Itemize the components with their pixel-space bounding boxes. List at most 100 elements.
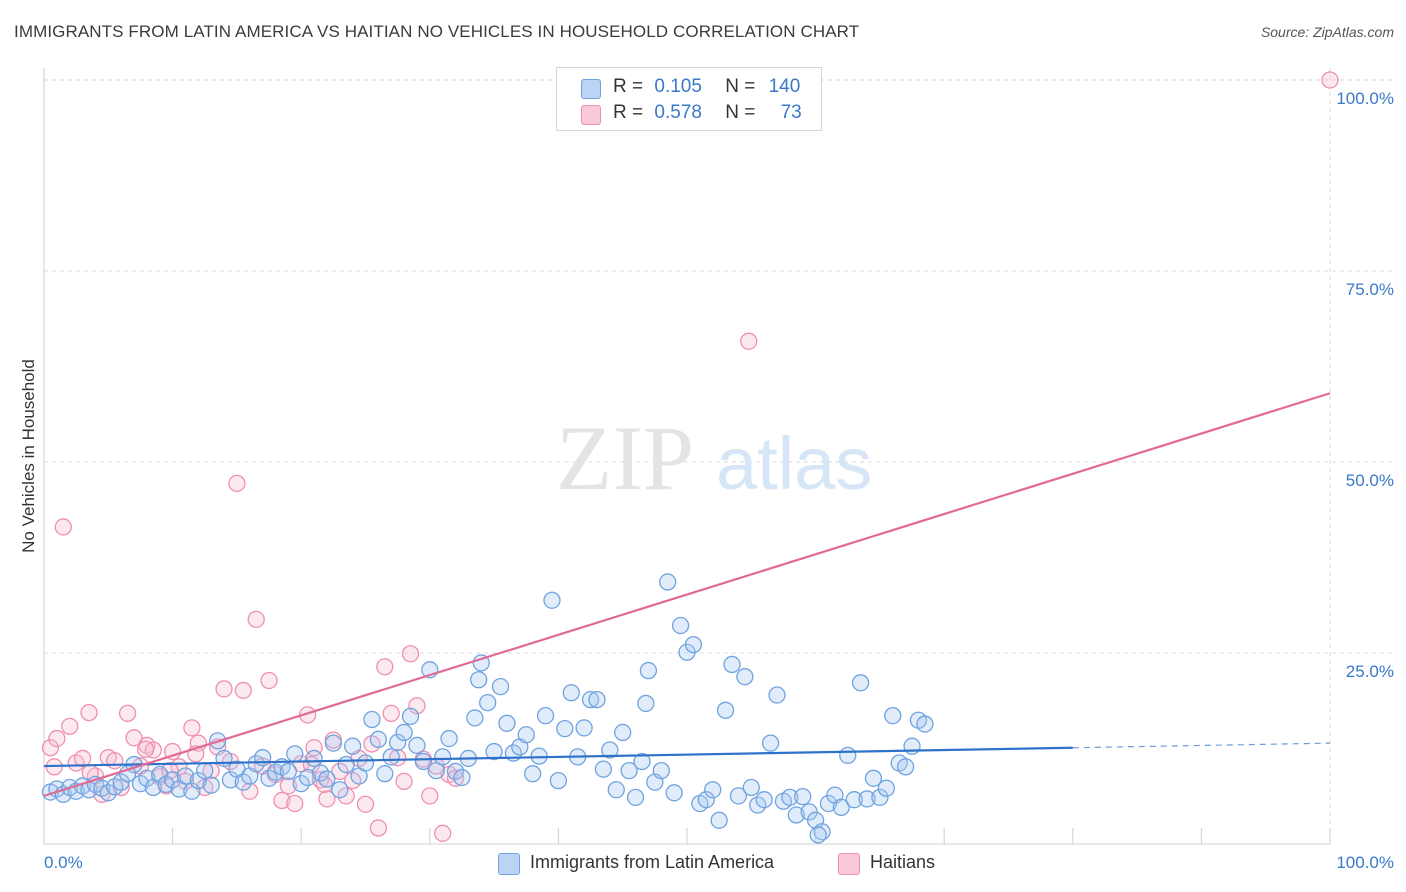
haitians-point <box>163 742 182 761</box>
latin-america-point <box>151 765 169 784</box>
latin-america-point <box>292 774 310 793</box>
latin-america-point <box>260 769 278 787</box>
latin-america-point <box>742 778 760 797</box>
haitians-point <box>260 671 278 690</box>
n-label: N = <box>725 102 756 123</box>
latin-america-point <box>864 769 883 787</box>
haitians-point <box>54 518 72 536</box>
latin-america-point <box>446 762 465 781</box>
haitians-point <box>106 752 124 770</box>
latin-america-point <box>768 686 786 704</box>
x-tick-label: 0.0% <box>44 853 83 872</box>
latin-america-point <box>877 779 895 797</box>
latin-america-point <box>665 784 683 802</box>
r-label: R = <box>613 76 644 97</box>
latin-america-point <box>809 826 827 844</box>
latin-america-point <box>581 690 600 709</box>
watermark-atlas: atlas <box>716 422 872 505</box>
axis-labels: 25.0% 50.0% 75.0% 100.0% 0.0% 100.0% No Vehicl… <box>19 89 1394 872</box>
latin-america-point <box>388 733 407 752</box>
x-tick-label: 100.0% <box>1336 853 1394 872</box>
latin-america-point <box>832 798 850 816</box>
pink-swatch <box>838 853 860 875</box>
latin-america-point <box>659 573 677 591</box>
latin-america-point <box>343 737 362 755</box>
haitians-point <box>395 772 413 791</box>
latin-america-point <box>620 762 638 780</box>
latin-america-point <box>884 706 902 725</box>
latin-america-point <box>637 694 655 713</box>
latin-america-point <box>761 734 780 752</box>
latin-america-point <box>453 768 471 787</box>
latin-america-point <box>710 811 728 829</box>
haitians-point <box>408 697 426 715</box>
latin-america-point <box>440 729 458 748</box>
y-axis-label: No Vehicles in Household <box>19 359 38 553</box>
latin-america-point <box>755 791 773 809</box>
latin-america-point <box>517 726 535 744</box>
latin-america-point <box>356 754 375 772</box>
latin-america-point <box>491 677 510 696</box>
haitians-point <box>228 474 246 493</box>
haitians-point <box>401 645 420 663</box>
latin-america-point <box>331 781 349 799</box>
latin-america-point <box>639 661 658 680</box>
haitians-point <box>740 332 758 350</box>
latin-america-point <box>601 741 619 759</box>
source-label: Source: ZipAtlas.com <box>1260 24 1394 40</box>
axes <box>43 68 1331 845</box>
haitians-point <box>1321 71 1339 89</box>
latin-america-point <box>196 762 214 780</box>
haitians-point <box>279 777 297 795</box>
latin-america-point <box>633 752 651 771</box>
latin-america-point <box>298 768 317 787</box>
haitians-point <box>318 790 336 808</box>
haitians-trendline <box>43 392 1331 797</box>
blue-swatch <box>581 79 601 99</box>
haitians-point <box>421 787 439 805</box>
r-label: R = <box>613 102 644 123</box>
haitians-point <box>273 791 291 810</box>
latin-america-point <box>781 788 799 807</box>
latin-america-point <box>118 765 137 783</box>
latin-america-point <box>337 755 355 774</box>
latin-america-point <box>369 730 388 748</box>
latin-america-point <box>485 742 503 761</box>
haitians-point <box>125 729 143 747</box>
haitians-point <box>48 729 66 748</box>
latin-america-point <box>851 674 870 692</box>
latin-america-point <box>408 736 426 755</box>
haitians-point <box>93 785 111 803</box>
watermark: ZIP atlas <box>556 407 872 509</box>
latin-america-point <box>221 771 240 789</box>
haitians-point <box>286 794 304 813</box>
latin-america-point <box>363 710 381 729</box>
latin-america-point <box>176 767 195 785</box>
latin-america-point <box>311 764 330 782</box>
latin-america-point <box>588 690 606 709</box>
latin-america-point <box>562 684 580 702</box>
latin-america-point <box>916 715 934 733</box>
latin-america-point <box>729 787 748 805</box>
latin-america-point <box>498 714 516 732</box>
latin-america-point <box>247 755 265 773</box>
latin-america-point <box>652 762 670 780</box>
latin-america-point <box>845 791 863 809</box>
latin-america-point <box>549 771 568 790</box>
latin-america-point <box>286 745 304 763</box>
latin-america-point <box>382 748 400 766</box>
latin-america-point <box>99 784 117 802</box>
latin-america-point <box>324 734 343 752</box>
latin-america-point <box>614 723 632 742</box>
chart-title: IMMIGRANTS FROM LATIN AMERICA VS HAITIAN… <box>14 22 860 41</box>
latin-america-point <box>183 782 201 800</box>
haitians-point <box>369 819 388 837</box>
blue-swatch <box>498 853 520 875</box>
latin-america-point <box>202 776 220 794</box>
haitians-point <box>331 762 349 781</box>
latin-america-point <box>395 723 413 742</box>
latin-america-point <box>305 749 323 768</box>
latin-america-point <box>787 806 805 824</box>
haitians-point <box>80 703 98 722</box>
